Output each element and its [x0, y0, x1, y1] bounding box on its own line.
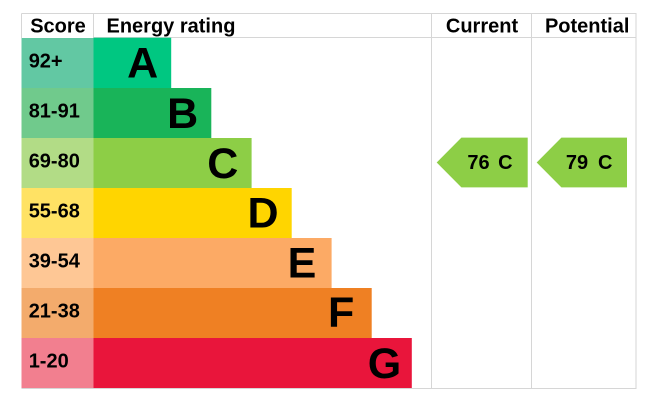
svg-text:B: B [167, 90, 198, 138]
svg-text:C: C [207, 140, 238, 188]
svg-text:G: G [368, 340, 401, 388]
svg-text:Score: Score [30, 15, 86, 37]
svg-text:55-68: 55-68 [29, 200, 80, 222]
svg-text:69-80: 69-80 [29, 150, 80, 172]
svg-text:81-91: 81-91 [29, 100, 80, 122]
svg-text:39-54: 39-54 [29, 250, 81, 272]
svg-text:E: E [288, 239, 317, 287]
svg-text:Potential: Potential [545, 15, 629, 37]
svg-text:76: 76 [467, 152, 489, 174]
svg-text:C: C [598, 152, 612, 174]
svg-text:F: F [328, 289, 354, 337]
svg-text:A: A [127, 39, 158, 87]
svg-text:D: D [248, 189, 279, 237]
svg-text:Energy rating: Energy rating [107, 15, 236, 37]
svg-text:C: C [498, 152, 512, 174]
svg-text:Current: Current [446, 15, 519, 37]
svg-text:92+: 92+ [29, 50, 63, 72]
svg-text:21-38: 21-38 [29, 300, 80, 322]
svg-text:79: 79 [566, 152, 588, 174]
svg-text:1-20: 1-20 [29, 350, 69, 372]
